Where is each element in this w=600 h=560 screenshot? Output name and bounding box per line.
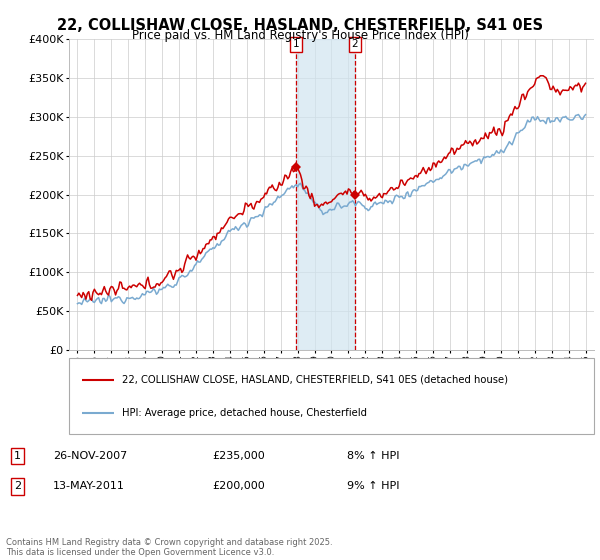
Text: 22, COLLISHAW CLOSE, HASLAND, CHESTERFIELD, S41 0ES (detached house): 22, COLLISHAW CLOSE, HASLAND, CHESTERFIE…: [121, 375, 508, 385]
FancyBboxPatch shape: [69, 358, 594, 434]
Text: Contains HM Land Registry data © Crown copyright and database right 2025.
This d: Contains HM Land Registry data © Crown c…: [6, 538, 332, 557]
Text: 1: 1: [14, 451, 21, 461]
Text: 26-NOV-2007: 26-NOV-2007: [53, 451, 127, 461]
Text: 2: 2: [14, 482, 22, 492]
Text: 8% ↑ HPI: 8% ↑ HPI: [347, 451, 400, 461]
Text: £235,000: £235,000: [212, 451, 265, 461]
Text: £200,000: £200,000: [212, 482, 265, 492]
Text: 13-MAY-2011: 13-MAY-2011: [53, 482, 125, 492]
Text: 1: 1: [293, 39, 299, 49]
Text: HPI: Average price, detached house, Chesterfield: HPI: Average price, detached house, Ches…: [121, 408, 367, 418]
Text: 9% ↑ HPI: 9% ↑ HPI: [347, 482, 400, 492]
Bar: [296, 39, 355, 350]
Text: Price paid vs. HM Land Registry's House Price Index (HPI): Price paid vs. HM Land Registry's House …: [131, 29, 469, 42]
Text: 22, COLLISHAW CLOSE, HASLAND, CHESTERFIELD, S41 0ES: 22, COLLISHAW CLOSE, HASLAND, CHESTERFIE…: [57, 18, 543, 33]
Text: 2: 2: [352, 39, 358, 49]
